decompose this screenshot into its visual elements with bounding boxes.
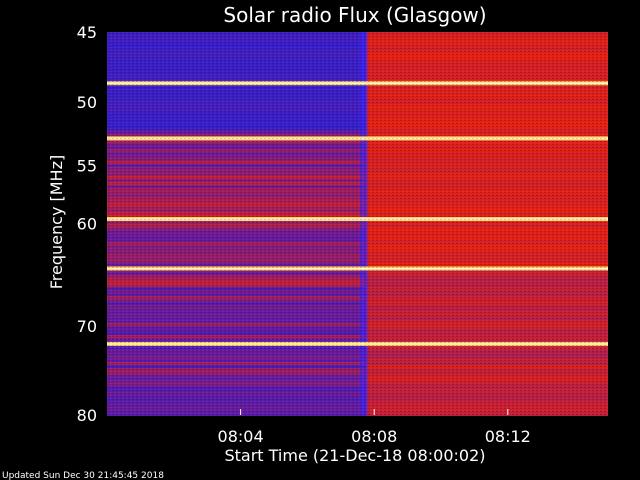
- y-tick-label: 50: [77, 93, 97, 112]
- y-axis-title: Frequency [MHz]: [47, 155, 66, 289]
- y-tick-label: 70: [77, 317, 97, 336]
- noise-overlay: [107, 32, 608, 415]
- x-tick-label: 08:04: [218, 427, 264, 446]
- x-tick-label: 08:12: [485, 427, 531, 446]
- x-axis-ticks: 08:04 08:08 08:12: [218, 409, 531, 446]
- x-tick-label: 08:08: [351, 427, 397, 446]
- y-axis-ticks: 45 50 55 60 70 80: [77, 23, 97, 425]
- y-tick-label: 60: [77, 215, 97, 234]
- y-tick-label: 80: [77, 406, 97, 425]
- x-axis-title: Start Time (21-Dec-18 08:00:02): [224, 446, 485, 465]
- spectrogram-plot-area: [107, 32, 608, 416]
- updated-timestamp: Updated Sun Dec 30 21:45:45 2018: [2, 471, 164, 480]
- chart-title: Solar radio Flux (Glasgow): [223, 3, 486, 27]
- y-tick-label: 45: [77, 23, 97, 42]
- y-tick-label: 55: [77, 157, 97, 176]
